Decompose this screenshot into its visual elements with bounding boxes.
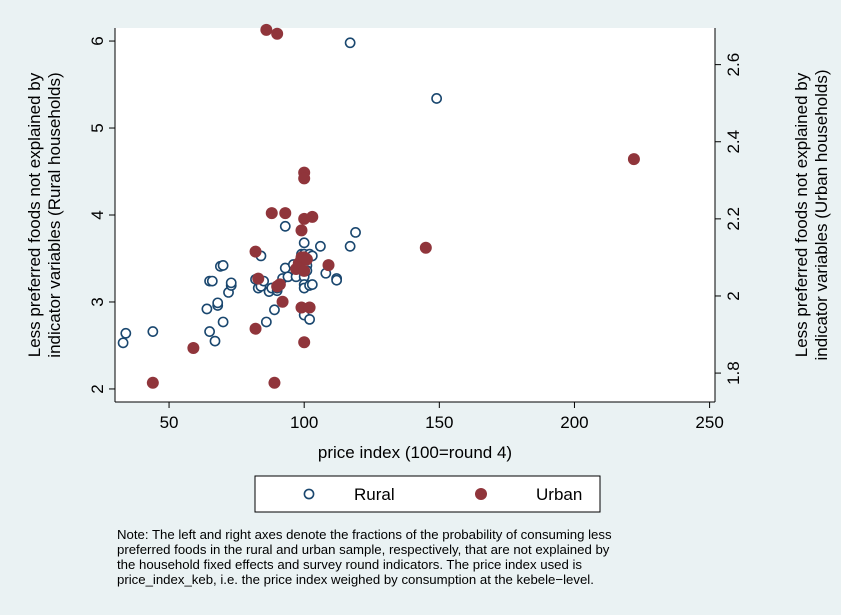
urban-point [306, 210, 319, 223]
urban-point [265, 207, 278, 220]
y-tick-label-right: 2.2 [724, 207, 743, 231]
rural-point [331, 274, 343, 286]
x-tick-label: 150 [425, 413, 453, 432]
rural-point [225, 277, 237, 289]
urban-point [419, 241, 432, 254]
y-axis-right-title-line-1: Less preferred foods not explained by [792, 72, 811, 357]
rural-point [217, 260, 229, 271]
y-tick-label-left: 3 [88, 297, 107, 306]
legend: Rural Urban [254, 475, 601, 513]
rural-point [344, 37, 356, 49]
tick-labels: 50 100 150 200 250 2 3 4 5 6 1.8 2 2.2 2.4 2.6 [88, 36, 743, 432]
y-tick-label-left: 4 [88, 210, 107, 219]
note-line: preferred foods in the rural and urban s… [117, 542, 610, 557]
urban-point [268, 376, 281, 389]
urban-point [298, 172, 311, 185]
urban-point [260, 23, 273, 36]
rural-point [269, 304, 280, 316]
x-tick-label: 50 [160, 413, 179, 432]
y-tick-label-right: 2.6 [724, 53, 743, 77]
urban-point [276, 295, 289, 308]
y-axis-left-title-line-2: indicator variables (Rural households) [45, 72, 64, 357]
y-tick-label-right: 1.8 [724, 361, 743, 385]
rural-point [306, 279, 318, 290]
urban-point [249, 322, 262, 335]
rural-point [120, 327, 132, 339]
rural-point [350, 226, 361, 238]
rural-point [217, 316, 229, 328]
urban-point [252, 272, 265, 285]
urban-point [273, 278, 286, 291]
urban-point [295, 224, 308, 237]
y-axis-left-title-line-1: Less preferred foods not explained by [25, 72, 44, 357]
note-line: price_index_keb, i.e. the price index we… [117, 572, 594, 587]
urban-point [303, 301, 316, 314]
tick-marks [109, 40, 721, 408]
rural-point [204, 326, 215, 337]
y-tick-label-right: 2 [724, 291, 743, 300]
urban-point [322, 259, 335, 272]
legend-marker-rural [303, 488, 315, 500]
rural-point [304, 313, 315, 325]
data-points [117, 23, 640, 389]
rural-point [279, 220, 291, 232]
rural-point [212, 297, 224, 309]
rural-point [298, 237, 310, 249]
plot-area [115, 28, 715, 402]
legend-label-urban: Urban [536, 485, 582, 504]
urban-point [279, 207, 292, 220]
urban-point [627, 153, 640, 166]
urban-point [298, 336, 311, 349]
x-tick-label: 100 [290, 413, 318, 432]
note-line: the household fixed effects and survey r… [117, 557, 582, 572]
urban-point [300, 253, 313, 266]
rural-point [206, 275, 218, 287]
y-axis-right-title-line-2: indicator variables (Urban households) [812, 69, 831, 360]
urban-point [249, 245, 262, 258]
rural-point [147, 326, 159, 337]
legend-label-rural: Rural [354, 485, 395, 504]
note-line: Note: The left and right axes denote the… [117, 527, 612, 542]
urban-point [298, 264, 311, 277]
y-tick-label-left: 2 [88, 384, 107, 393]
rural-point [209, 335, 221, 347]
x-axis-title: price index (100=round 4) [318, 443, 512, 462]
rural-point [344, 240, 356, 252]
rural-point [315, 240, 326, 252]
rural-point [201, 303, 213, 315]
x-tick-label: 250 [695, 413, 723, 432]
x-tick-label: 200 [560, 413, 588, 432]
urban-point [146, 376, 159, 389]
rural-point [260, 316, 272, 328]
rural-point [431, 93, 443, 104]
urban-point [187, 342, 200, 355]
y-tick-label-left: 5 [88, 123, 107, 132]
legend-marker-urban [475, 488, 487, 500]
urban-point [271, 27, 284, 40]
rural-point [117, 337, 129, 349]
chart-note: Note: The left and right axes denote the… [117, 527, 612, 587]
y-tick-label-right: 2.4 [724, 130, 743, 154]
y-tick-label-left: 6 [88, 36, 107, 45]
